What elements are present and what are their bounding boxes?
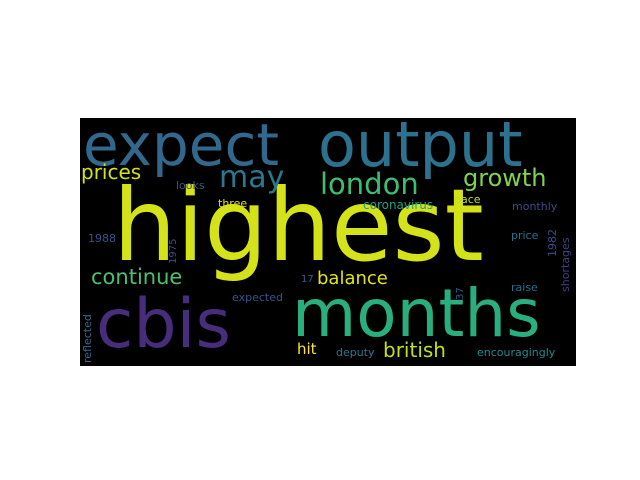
word-37: 37 <box>455 287 466 300</box>
word-pace: pace <box>454 193 481 206</box>
word-expect: expect <box>83 118 280 179</box>
word-growth: growth <box>463 164 547 192</box>
word-expected: expected <box>232 291 283 304</box>
word-london: london <box>320 167 419 201</box>
word-prices: prices <box>81 160 142 184</box>
word-may: may <box>219 160 285 195</box>
word-cbis: cbis <box>96 285 231 364</box>
word-encouragingly: encouragingly <box>477 346 556 359</box>
word-months: months <box>292 275 541 352</box>
word-three: three <box>218 197 248 210</box>
word-cloud: highest months output expect cbis london… <box>80 118 576 366</box>
word-hit: hit <box>297 340 317 358</box>
word-shortages: shortages <box>559 237 572 293</box>
word-output: output <box>318 118 523 181</box>
word-highest: highest <box>113 167 484 284</box>
word-reflected: reflected <box>81 314 94 363</box>
word-coronavirus: coronavirus <box>363 198 434 212</box>
word-1975: 1975 <box>168 238 179 264</box>
word-british: british <box>383 338 446 362</box>
word-price: price <box>511 229 539 242</box>
word-raise: raise <box>511 281 538 294</box>
word-17: 17 <box>301 274 314 285</box>
word-continue: continue <box>91 265 183 289</box>
word-monthly: monthly <box>512 200 558 213</box>
word-1988: 1988 <box>88 232 116 245</box>
word-looks: looks <box>176 179 205 192</box>
word-1982: 1982 <box>546 229 559 257</box>
word-deputy: deputy <box>336 346 375 359</box>
word-balance: balance <box>317 268 388 289</box>
